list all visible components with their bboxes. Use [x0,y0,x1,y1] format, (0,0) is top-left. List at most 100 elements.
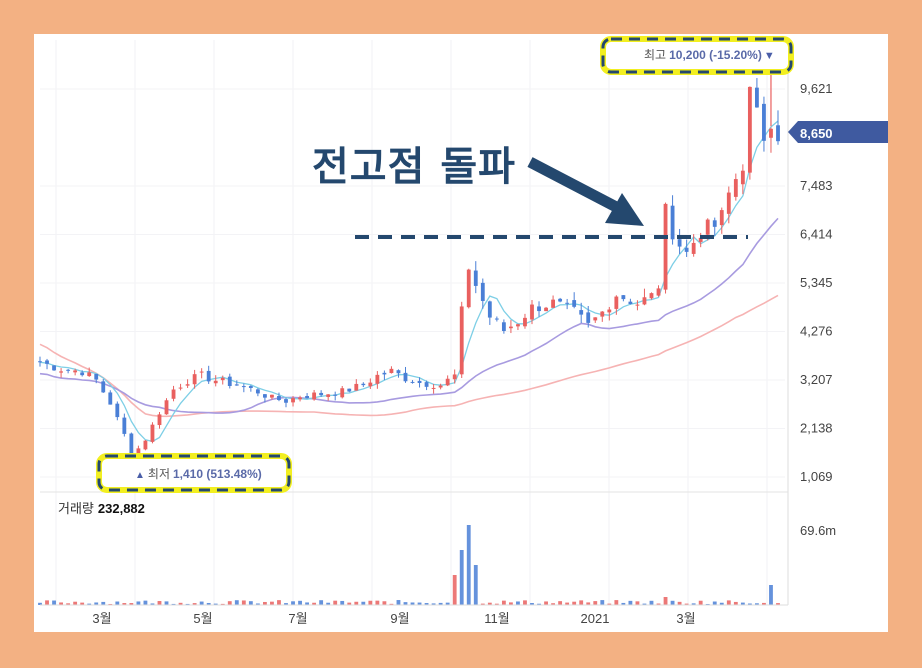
volume-bar [171,603,176,605]
y-axis-tick: 1,069 [800,469,833,484]
candle-body [227,376,232,386]
high-label-value: 10,200 (-15.20%) [669,48,762,62]
volume-bar [108,603,113,605]
volume-bar [340,600,345,605]
candle-body [586,312,591,323]
volume-bar [508,602,513,605]
volume-bar [52,600,56,605]
current-price-badge: 8,650 [788,121,888,143]
volume-bar [312,602,317,605]
volume-bar [354,601,359,605]
volume-bar [607,603,612,605]
candle-body [38,361,42,363]
svg-text:▲최저1,410 (513.48%): ▲ 최저 1,410 (513.48%) [135,467,262,481]
volume-bar [361,601,366,605]
volume-bar [487,602,492,605]
volume-bar [579,600,584,605]
volume-bar [614,600,619,605]
volume-bar [452,575,457,605]
candle-body [705,219,710,235]
candle-body [178,387,183,389]
volume-bar [298,600,302,605]
volume-bar [143,600,148,605]
y-axis-tick: 3,207 [800,372,833,387]
candle-body [614,296,619,309]
volume-bar [333,600,338,605]
volume-bar [762,602,766,605]
candle-body [305,395,310,399]
candle-body [262,394,267,398]
low-label-value: 1,410 (513.48%) [173,467,262,481]
candle-body [382,372,387,375]
candle-body [691,242,696,254]
volume-bar [747,603,752,605]
ma20-line [39,217,779,414]
candle-body [298,397,302,400]
candle-body [368,382,373,387]
candle-body [494,318,499,320]
volume-bar [754,603,759,605]
volume-bar [586,602,591,605]
candle-body [537,306,541,312]
volume-bar [769,585,773,605]
volume-bar [66,603,71,605]
volume-bar [628,600,633,605]
candle-body [635,304,640,306]
candle-body [473,270,478,286]
candle-body [361,383,366,386]
volume-bar [80,602,85,605]
candle-body [726,192,731,214]
candle-body [122,417,127,434]
volume-bar [494,603,499,605]
volume-bar [459,550,464,605]
candle-body [508,326,513,329]
volume-bar [726,600,731,605]
volume-bar [199,601,204,605]
candle-body [551,299,556,308]
volume-bar [424,603,429,605]
candle-body [523,317,527,327]
candle-body [284,399,288,403]
candle-body [445,378,450,386]
volume-bar [663,597,668,605]
candle-body [312,392,317,400]
volume-bar [248,601,253,605]
candle-body [544,307,548,312]
candle-body [424,382,429,387]
candle-body [769,128,773,138]
volume-label-prefix: 거래량 [58,501,94,516]
candle-body [213,380,218,384]
volume-bar [396,600,401,605]
volume-bar [403,602,408,605]
volume-bar [438,602,443,605]
candle-body [649,293,654,299]
volume-bar [382,601,387,605]
candle-body [80,372,85,376]
candle-body [670,205,675,240]
volume-bar [368,600,373,605]
volume-bar [220,603,225,605]
annotation-title: 전고점 돌파 [312,144,516,190]
volume-bar [431,603,436,605]
volume-bar [178,602,183,605]
volume-bar [115,601,120,605]
candle-body [754,87,759,108]
candle-body [501,322,506,331]
candle-body [340,388,345,398]
volume-bar [185,603,190,605]
candle-body [438,385,443,388]
candle-body [677,239,682,247]
volume-bar [740,602,745,605]
volume-bar [326,602,331,605]
candle-body [220,377,225,381]
candle-body [333,394,338,396]
x-axis-tick: 3월 [92,611,111,626]
low-label: ▲ 최저 1,410 (513.48%) [96,453,292,493]
x-axis-tick: 9월 [390,611,409,626]
volume-bar [480,603,485,605]
candle-body [740,170,745,185]
volume-label-value: 232,882 [98,501,145,516]
candle-body [487,301,492,318]
volume-bar [635,601,640,605]
